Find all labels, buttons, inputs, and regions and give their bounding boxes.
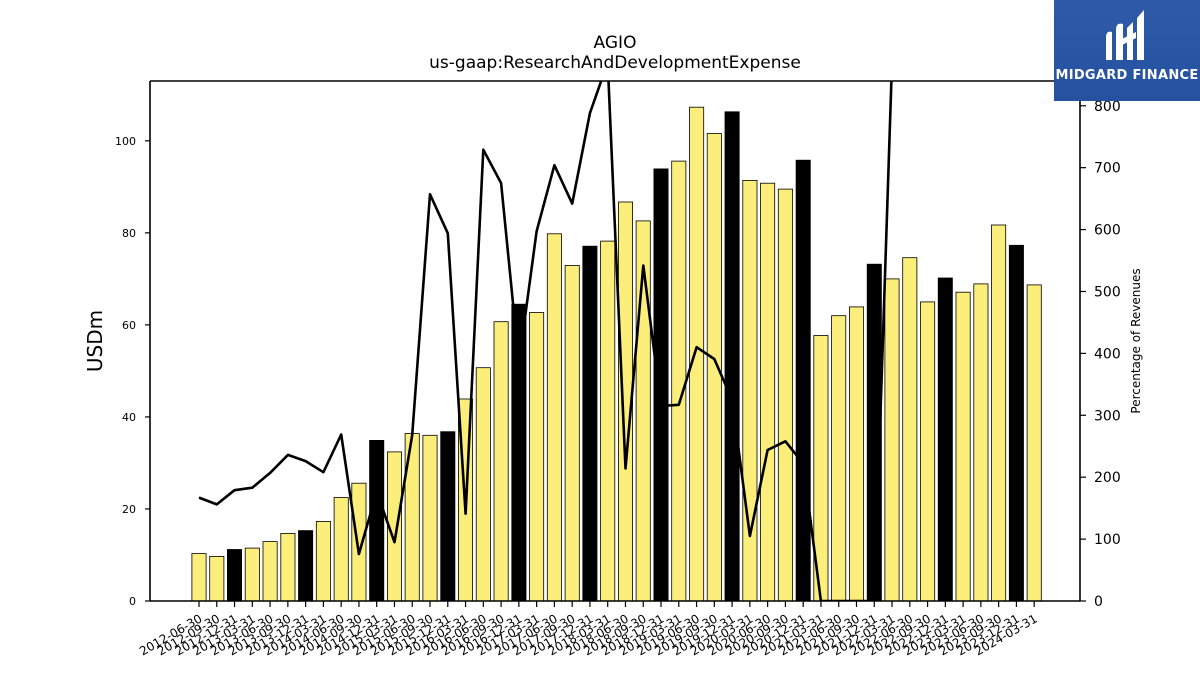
y-axis-ticks: 0 20 40 60 80 100 — [115, 135, 150, 608]
bar-2012-12-31 — [226, 549, 242, 602]
y-tick-label: 80 — [122, 227, 136, 240]
bar-2013-12-31 — [298, 530, 314, 602]
y2-tick-label: 600 — [1094, 223, 1121, 239]
bar-2013-03-31 — [244, 547, 260, 602]
y2-axis-ticks: 0 100 200 300 400 500 600 700 800 — [1080, 99, 1121, 610]
chart-subtitle: us-gaap:ResearchAndDevelopmentExpense — [429, 53, 801, 73]
chart-title: AGIO — [594, 33, 637, 53]
bar-2023-09-30 — [991, 224, 1007, 602]
logo-mark-icon — [1106, 10, 1144, 61]
revenue-percentage-line — [198, 81, 893, 601]
y-tick-label: 60 — [122, 319, 136, 332]
bar-2020-09-30 — [777, 188, 793, 602]
y2-tick-label: 200 — [1094, 470, 1121, 486]
bar-2023-12-31 — [1008, 244, 1024, 602]
bar-2022-09-30 — [920, 301, 936, 602]
bar-2018-12-31 — [653, 168, 669, 602]
midgard-finance-logo: MIDGARD FINANCE — [1054, 0, 1200, 101]
bar-2023-03-31 — [955, 291, 971, 602]
bar-2023-06-30 — [973, 283, 989, 602]
y2-tick-label: 300 — [1094, 408, 1121, 424]
bar-2018-03-31 — [600, 240, 616, 602]
y-tick-label: 40 — [122, 411, 136, 424]
y2-tick-label: 100 — [1094, 532, 1121, 548]
y2-tick-label: 500 — [1094, 284, 1121, 300]
bar-2012-06-30 — [191, 553, 207, 602]
axes — [149, 80, 1081, 602]
bar-2019-06-30 — [689, 106, 705, 602]
bar-2016-09-30 — [493, 321, 509, 602]
bar-2021-06-30 — [831, 315, 847, 602]
line-series — [198, 81, 893, 601]
y2-tick-label: 700 — [1094, 161, 1121, 177]
y2-tick-label: 0 — [1094, 594, 1103, 610]
bar-2022-12-31 — [937, 277, 953, 602]
bar-2019-12-31 — [724, 111, 740, 602]
bar-2016-06-30 — [475, 367, 491, 602]
y2-tick-label: 400 — [1094, 346, 1121, 362]
y-tick-label: 100 — [115, 135, 136, 148]
bar-2014-06-30 — [333, 497, 349, 602]
bar-2024-03-31 — [1026, 284, 1042, 602]
y-tick-label: 20 — [122, 503, 136, 516]
bar-2017-09-30 — [564, 265, 580, 602]
y-axis-label: USDm — [83, 310, 107, 372]
bar-2015-12-31 — [440, 431, 456, 602]
y2-tick-label: 800 — [1094, 99, 1121, 115]
bar-2022-03-31 — [884, 278, 900, 602]
x-axis-ticks: 2012-06-302012-09-302012-12-312013-03-31… — [137, 601, 1040, 658]
bar-2022-06-30 — [902, 257, 918, 602]
bar-2021-09-30 — [849, 306, 865, 602]
bar-2020-03-31 — [742, 179, 758, 602]
bar-2013-09-30 — [280, 533, 296, 602]
bar-2013-06-30 — [262, 541, 278, 602]
bar-2016-12-31 — [511, 303, 527, 602]
y-tick-label: 0 — [129, 595, 136, 608]
y2-axis-label: Percentage of Revenues — [1129, 268, 1143, 413]
bar-2014-09-30 — [351, 482, 367, 602]
logo-text: MIDGARD FINANCE — [1055, 68, 1199, 83]
bar-2015-09-30 — [422, 434, 438, 602]
bar-2014-03-31 — [315, 521, 331, 602]
bar-2017-12-31 — [582, 245, 598, 602]
bar-2017-06-30 — [546, 233, 562, 602]
bar-2019-03-31 — [671, 160, 687, 602]
bar-2017-03-31 — [529, 312, 545, 602]
bar-series — [191, 106, 1042, 602]
bar-2012-09-30 — [209, 556, 225, 602]
bar-2020-06-30 — [760, 182, 776, 602]
bar-2020-12-31 — [795, 159, 811, 602]
bar-2014-12-31 — [369, 439, 385, 602]
